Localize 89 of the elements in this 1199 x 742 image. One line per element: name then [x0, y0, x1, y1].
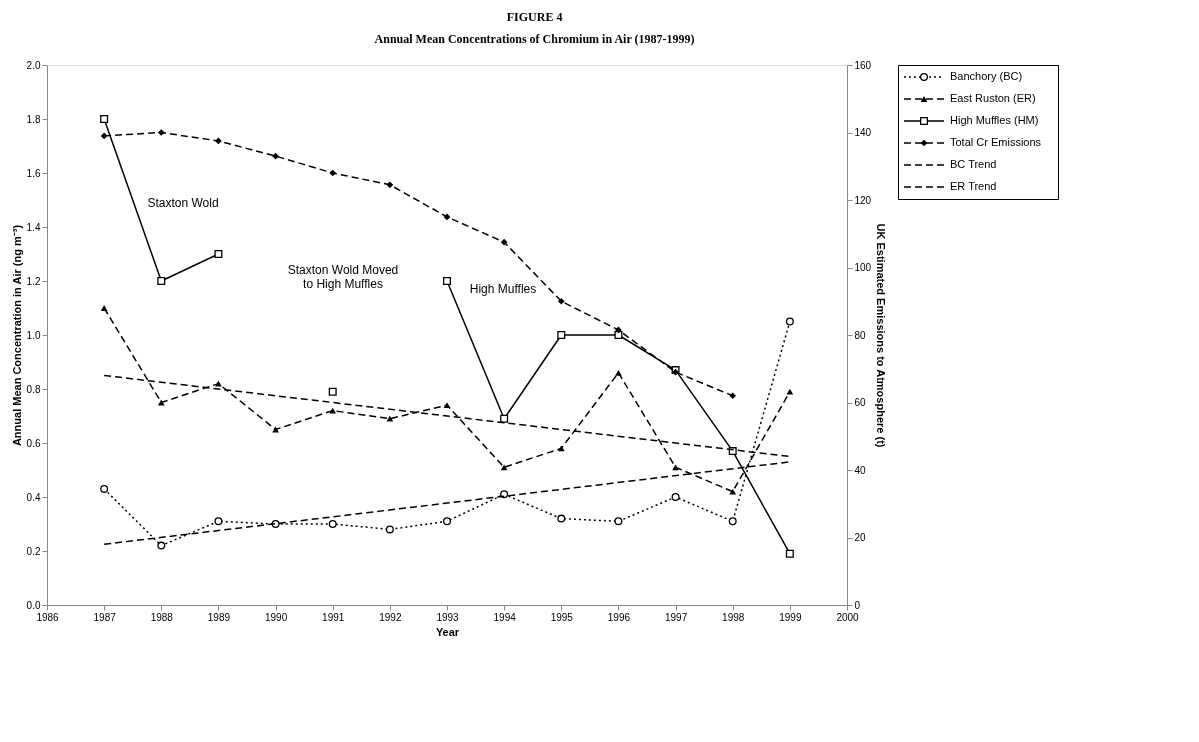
y-tick-label: 0.8: [26, 383, 41, 395]
point: [500, 414, 509, 423]
legend-label: ER Trend: [950, 180, 997, 192]
point: [500, 238, 508, 246]
x-tick-label: 1998: [722, 611, 745, 623]
point: [443, 213, 451, 221]
y-tick-label: 1.4: [26, 221, 41, 233]
point: [214, 250, 223, 258]
y2-tick-label: 60: [854, 397, 867, 408]
point: [785, 549, 794, 558]
y2-tick-label: 40: [854, 464, 867, 476]
point: [385, 525, 394, 534]
point: [100, 115, 109, 123]
x-tick-label: 2000: [836, 611, 860, 623]
point: [386, 415, 394, 422]
x-tick-label: 1994: [493, 611, 517, 623]
y-axis-title: Annual Mean Concentration in Air (ng m⁻³): [10, 224, 23, 447]
point: [729, 392, 737, 400]
x-tick-label: 1986: [36, 611, 60, 623]
x-tick-label: 1996: [607, 611, 631, 623]
y2-tick-label: 0: [854, 599, 861, 611]
point: [615, 369, 622, 376]
y2-tick-label: 120: [854, 194, 872, 206]
point: [329, 407, 337, 414]
chart-subtitle: Annual Mean Concentrations of Chromium in Air (1987-1999): [374, 31, 695, 46]
point: [157, 541, 166, 550]
x-tick-label: 1988: [150, 611, 174, 623]
annotation: High Muffles: [469, 282, 537, 297]
annotation: Staxton Wold: [147, 195, 219, 210]
point: [557, 297, 565, 305]
point: [614, 517, 623, 526]
y-tick-label: 1.2: [26, 275, 41, 287]
point: [672, 464, 679, 471]
point: [214, 517, 223, 526]
y-tick-label: 2.0: [26, 59, 41, 71]
x-axis-title: Year: [435, 625, 460, 638]
point: [557, 331, 566, 339]
point: [443, 277, 451, 285]
y-tick-label: 0.2: [26, 545, 41, 557]
point: [443, 402, 451, 409]
y2-axis-title: UK Estimated Emissions to Atmosphere (t): [875, 223, 888, 448]
legend-label: East Ruston (ER): [950, 92, 1036, 104]
x-tick-label: 1989: [207, 611, 231, 623]
point: [329, 169, 337, 177]
y-tick-label: 1.0: [26, 329, 41, 341]
legend-label: Total Cr Emissions: [950, 136, 1042, 148]
x-tick-label: 1995: [550, 611, 574, 623]
x-tick-label: 1999: [779, 611, 802, 623]
y-tick-label: 0.4: [26, 491, 41, 503]
point: [729, 488, 737, 495]
point: [671, 493, 680, 501]
y-tick-label: 1.6: [26, 167, 41, 179]
x-tick-label: 1992: [379, 611, 402, 623]
x-tick-label: 1991: [322, 611, 345, 623]
point: [557, 514, 566, 523]
annotation: Staxton Wold Moved to High Muffles: [287, 263, 399, 292]
legend-label: Banchory (BC): [950, 70, 1023, 82]
legend-label: BC Trend: [950, 158, 997, 170]
point: [500, 490, 509, 499]
x-tick-label: 1990: [264, 611, 288, 623]
point: [272, 152, 279, 160]
point: [785, 317, 794, 326]
y-tick-label: 0.0: [26, 599, 41, 611]
y2-tick-label: 80: [854, 329, 867, 341]
y-tick-label: 0.6: [26, 437, 41, 449]
point: [500, 464, 508, 471]
point: [157, 277, 166, 285]
point: [215, 380, 222, 387]
point: [786, 388, 794, 395]
legend-label: High Muffles (HM): [950, 114, 1039, 126]
point: [728, 517, 737, 526]
point: [328, 520, 337, 528]
point: [328, 387, 337, 396]
y2-tick-label: 160: [854, 59, 872, 71]
point: [100, 305, 108, 311]
y2-tick-label: 140: [854, 127, 872, 138]
y2-tick-label: 20: [854, 532, 867, 543]
y-tick-label: 1.8: [26, 113, 41, 125]
y2-tick-label: 100: [854, 262, 872, 273]
point: [157, 129, 165, 136]
point: [100, 132, 108, 140]
point: [386, 181, 394, 189]
x-tick-label: 1987: [93, 611, 117, 623]
x-tick-label: 1997: [664, 611, 688, 623]
x-tick-label: 1993: [436, 611, 460, 623]
point: [614, 331, 623, 339]
point: [443, 517, 451, 526]
chart-title: FIGURE 4: [506, 9, 563, 24]
point: [100, 484, 109, 493]
